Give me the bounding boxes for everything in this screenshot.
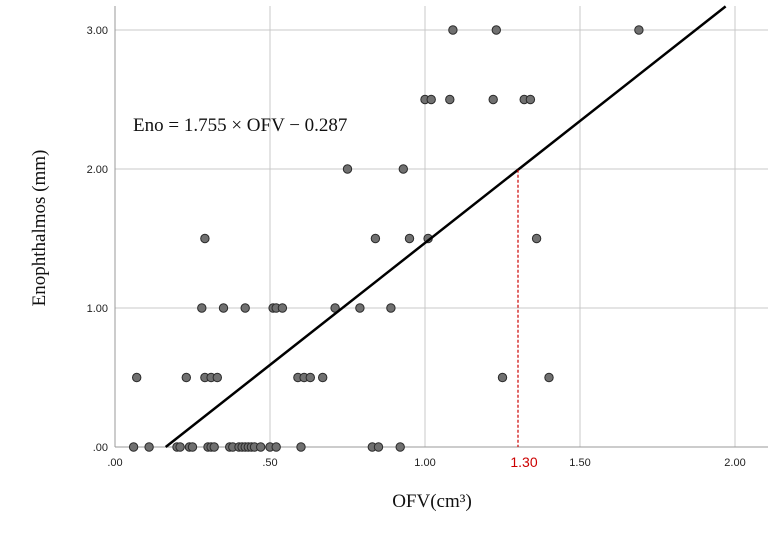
- data-point: [426, 94, 436, 105]
- data-points: [128, 25, 644, 452]
- regression-line: [164, 5, 727, 448]
- data-point: [218, 303, 229, 313]
- y-tick-label: 1.00: [87, 303, 108, 315]
- y-axis-label: Enophthalmos (mm): [29, 150, 50, 307]
- x-tick-labels: .00 .50 1.00 1.50 2.00: [107, 457, 745, 469]
- data-point: [128, 442, 139, 452]
- data-point: [181, 372, 192, 383]
- data-point: [305, 372, 315, 383]
- data-point: [175, 442, 185, 452]
- x-tick-label: .50: [262, 457, 277, 469]
- regression-equation: Eno = 1.755 × OFV − 0.287: [133, 115, 347, 136]
- x-tick-label: 1.50: [569, 457, 590, 469]
- data-point: [296, 442, 306, 452]
- cutoff-label: 1.30: [510, 454, 537, 470]
- data-point: [132, 372, 142, 383]
- data-point: [318, 372, 328, 383]
- data-point: [355, 303, 365, 313]
- data-point: [491, 25, 501, 35]
- data-point: [531, 233, 542, 244]
- data-point: [386, 303, 396, 313]
- data-point: [240, 303, 250, 313]
- y-tick-label: 3.00: [87, 25, 108, 37]
- x-tick-label: .00: [107, 457, 122, 469]
- data-point: [200, 233, 210, 244]
- data-point: [370, 233, 381, 244]
- data-point: [445, 94, 455, 105]
- plot-frame: [114, 6, 768, 448]
- y-tick-label: 2.00: [87, 164, 108, 176]
- x-tick-label: 2.00: [724, 457, 745, 469]
- data-point: [197, 303, 207, 313]
- y-tick-labels: .00 1.00 2.00 3.00: [87, 25, 108, 454]
- data-point: [488, 94, 498, 105]
- x-tick-label: 1.00: [414, 457, 435, 469]
- data-point: [395, 442, 405, 452]
- data-point: [277, 303, 288, 313]
- x-axis-label: OFV(cm³): [392, 491, 472, 512]
- data-point: [398, 164, 408, 174]
- data-point: [373, 442, 384, 452]
- data-point: [144, 442, 154, 452]
- data-point: [271, 442, 281, 452]
- data-point: [342, 164, 353, 174]
- data-point: [497, 372, 508, 383]
- data-point: [634, 25, 644, 35]
- data-point: [448, 25, 458, 35]
- y-tick-label: .00: [93, 442, 108, 454]
- data-point: [404, 233, 415, 244]
- data-point: [256, 442, 266, 452]
- data-point: [212, 372, 223, 383]
- data-point: [525, 94, 536, 105]
- data-point: [187, 442, 198, 452]
- data-point: [544, 372, 554, 383]
- data-point: [209, 442, 219, 452]
